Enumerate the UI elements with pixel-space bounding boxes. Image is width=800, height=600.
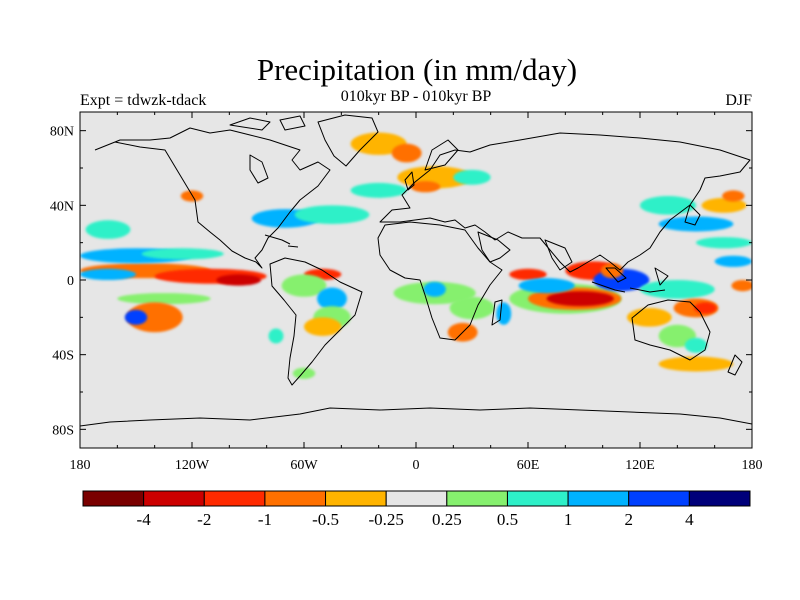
coast-south-america xyxy=(269,257,363,386)
anomaly-region xyxy=(626,308,672,327)
anomaly-region xyxy=(350,132,407,155)
lat-tick-label: 40S xyxy=(52,349,74,364)
anomaly-region xyxy=(141,248,224,260)
anomaly-region xyxy=(391,143,422,163)
anomaly-region xyxy=(350,182,407,198)
coast-new-zealand xyxy=(727,354,743,376)
anomaly-region xyxy=(126,302,183,333)
coast-greenland xyxy=(317,114,379,167)
coast-hudson-bay xyxy=(249,154,269,184)
anomaly-region xyxy=(423,281,446,297)
period-label: 010kyr BP - 010kyr BP xyxy=(340,88,492,105)
anomaly-region xyxy=(292,367,316,379)
anomaly-region xyxy=(124,309,148,325)
experiment-label: Expt = tdwzk-tdack xyxy=(80,92,207,109)
coast-scandinavia xyxy=(424,139,459,171)
coast-africa xyxy=(377,221,503,341)
anomaly-region xyxy=(80,268,136,280)
anomaly-region xyxy=(281,274,327,297)
anomaly-region xyxy=(180,190,204,202)
coast-north-america xyxy=(94,127,331,269)
lon-tick-label: 120W xyxy=(175,458,210,473)
lat-tick-label: 40N xyxy=(50,199,74,214)
anomaly-region xyxy=(546,291,614,307)
anomaly-region xyxy=(509,268,547,280)
lon-tick-label: 0 xyxy=(413,458,420,473)
map-title: Precipitation (in mm/day) xyxy=(256,52,578,87)
lat-tick-label: 80N xyxy=(50,125,74,140)
axis-ticks xyxy=(79,112,753,448)
anomaly-region xyxy=(268,328,284,344)
lon-tick-label: 180 xyxy=(70,458,91,473)
anomaly-region xyxy=(294,205,370,225)
anomaly-region xyxy=(640,280,715,299)
anomaly-region xyxy=(216,274,262,286)
anomaly-region xyxy=(640,196,696,215)
anomaly-region xyxy=(600,263,624,279)
anomaly-region xyxy=(317,287,347,310)
coast-indonesia xyxy=(591,267,669,293)
lat-tick-label: 80S xyxy=(52,423,74,438)
anomaly-region xyxy=(518,278,575,294)
anomaly-region xyxy=(696,237,752,249)
anomaly-region xyxy=(449,296,495,320)
coast-eurasia xyxy=(379,132,751,273)
coast-arabia xyxy=(477,231,511,263)
lon-tick-label: 60E xyxy=(517,458,540,473)
anomaly-layer xyxy=(80,132,752,379)
lon-tick-label: 180 xyxy=(742,458,763,473)
lon-tick-label: 120E xyxy=(625,458,655,473)
coast-japan xyxy=(684,204,701,226)
coastlines xyxy=(80,114,752,427)
anomaly-region xyxy=(453,169,491,185)
coast-caribbean xyxy=(264,234,299,248)
anomaly-region xyxy=(722,190,745,202)
anomaly-region xyxy=(714,255,752,267)
anomaly-region xyxy=(658,356,734,372)
coast-india xyxy=(544,239,573,271)
anomaly-region xyxy=(731,280,752,292)
season-label: DJF xyxy=(725,92,752,109)
coast-arctic-islands xyxy=(229,115,306,131)
coast-antarctica xyxy=(80,407,752,427)
axis-labels: 180 120W 60W 0 60E 120E 180 80N 40N 0 40S 80S xyxy=(50,125,763,473)
anomaly-region xyxy=(85,220,131,239)
lon-tick-label: 60W xyxy=(290,458,318,473)
anomaly-region xyxy=(410,181,441,193)
anomaly-region xyxy=(694,302,717,314)
coast-australia xyxy=(631,299,711,361)
anomaly-region xyxy=(117,293,211,305)
lat-tick-label: 0 xyxy=(67,274,74,289)
coast-madagascar xyxy=(491,299,503,326)
anomaly-region xyxy=(684,337,708,353)
coast-british-isles xyxy=(404,171,415,191)
anomaly-region xyxy=(701,197,747,213)
anomaly-region xyxy=(304,317,342,336)
